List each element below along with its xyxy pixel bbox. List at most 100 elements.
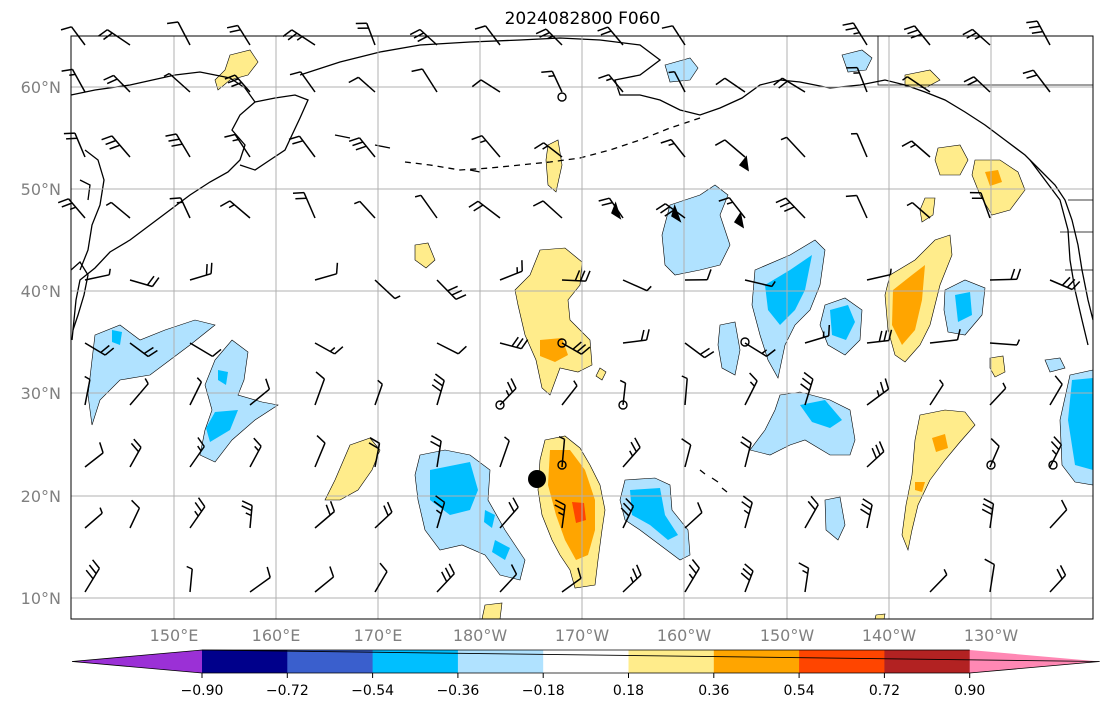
barb-feather — [413, 32, 425, 39]
barb-shaft — [670, 139, 686, 158]
barb-feather — [151, 277, 160, 287]
wind-barb — [288, 135, 316, 158]
barb-feather — [103, 74, 114, 81]
barb-feather — [938, 379, 944, 386]
positive-region-core — [892, 265, 925, 345]
wind-barb — [798, 562, 810, 593]
barb-feather — [598, 197, 610, 202]
barb-shaft — [989, 342, 1018, 346]
barb-feather — [288, 135, 300, 141]
calm-marker — [618, 400, 628, 410]
barb-shaft — [110, 201, 131, 219]
barb-feather — [227, 78, 239, 84]
barb-feather — [229, 29, 241, 33]
wind-barb — [804, 324, 831, 344]
map-plot-area — [57, 20, 1094, 620]
barb-feather — [316, 435, 326, 444]
barb-feather — [775, 197, 787, 204]
wind-barb — [471, 134, 501, 158]
barb-feather — [505, 389, 510, 397]
barb-feather — [98, 442, 104, 454]
barb-feather — [455, 294, 467, 300]
barb-pennant — [671, 203, 682, 223]
wind-barb — [354, 200, 376, 219]
barb-shaft — [111, 135, 131, 158]
barb-shaft — [129, 507, 141, 529]
barb-shaft — [856, 67, 868, 93]
barb-feather — [292, 191, 305, 194]
barb-shaft — [237, 25, 251, 46]
wind-barb — [554, 499, 566, 529]
barb-shaft — [499, 506, 519, 529]
wind-barb — [661, 25, 686, 46]
map-title: 2024082800 F060 — [504, 9, 661, 29]
barb-feather — [779, 201, 791, 208]
barb-feather — [889, 268, 892, 275]
wind-barb — [534, 142, 563, 158]
barb-feather — [205, 264, 208, 276]
barb-feather — [807, 500, 816, 511]
barb-feather — [827, 324, 831, 336]
barb-feather — [630, 576, 634, 583]
calm-marker — [495, 400, 505, 410]
barb-shaft — [561, 577, 582, 593]
wind-barb — [929, 379, 944, 406]
barb-feather — [169, 197, 181, 200]
longitude-tick-label: 170°E — [354, 626, 403, 645]
barb-feather — [411, 68, 423, 73]
barb-feather — [231, 81, 242, 88]
barb-feather — [433, 500, 444, 509]
barb-shaft — [189, 342, 213, 358]
barb-feather — [197, 497, 206, 508]
barb-shaft — [249, 445, 262, 468]
calm-wind-markers — [495, 92, 1058, 470]
barb-feather — [548, 75, 555, 78]
barb-feather — [219, 200, 231, 208]
barb-feather — [967, 79, 978, 86]
barb-feather — [668, 70, 675, 74]
wind-barb — [984, 558, 996, 593]
colorbar-tick-label: −0.54 — [351, 683, 394, 699]
barb-feather — [441, 571, 448, 583]
barb-shaft — [804, 378, 814, 406]
barb-shaft — [989, 278, 1017, 281]
barb-shaft — [436, 342, 459, 355]
positive-region-core — [548, 450, 595, 560]
colorbar-segment — [457, 650, 544, 673]
map-frame — [70, 35, 1094, 620]
wind-barb — [374, 379, 384, 406]
barb-shaft — [622, 339, 647, 344]
barb-feather — [691, 559, 700, 569]
barb-feather — [1028, 25, 1041, 29]
wind-barb — [684, 502, 703, 529]
barb-shaft — [786, 136, 806, 158]
barb-feather — [1026, 74, 1038, 79]
barb-feather — [143, 346, 154, 355]
wind-barb — [129, 378, 149, 406]
barb-shaft — [724, 77, 746, 93]
colorbar-extend-high — [969, 650, 1100, 673]
wind-barb — [989, 268, 1022, 281]
barb-shaft — [74, 132, 86, 158]
barb-shaft — [189, 506, 206, 529]
wind-barb — [224, 74, 251, 93]
barb-shaft — [84, 342, 106, 356]
wind-barb — [598, 73, 624, 93]
wind-barb — [1026, 20, 1051, 46]
wind-barb — [622, 437, 641, 468]
barb-feather — [99, 507, 103, 514]
barb-feather — [394, 295, 401, 300]
longitude-tick-label: 160°W — [657, 626, 712, 645]
barb-feather — [1031, 30, 1043, 34]
barb-shaft — [249, 505, 253, 529]
positive-region-core — [540, 338, 568, 362]
barb-feather — [802, 569, 809, 575]
barb-feather — [742, 495, 753, 504]
wind-barb — [249, 378, 271, 406]
longitude-tick-label: 180°W — [453, 626, 508, 645]
colorbar-tick-label: 0.72 — [869, 683, 900, 699]
barb-feather — [1002, 382, 1007, 389]
barb-shaft — [866, 451, 885, 468]
barb-feather — [100, 344, 110, 353]
barb-feather — [186, 565, 193, 570]
